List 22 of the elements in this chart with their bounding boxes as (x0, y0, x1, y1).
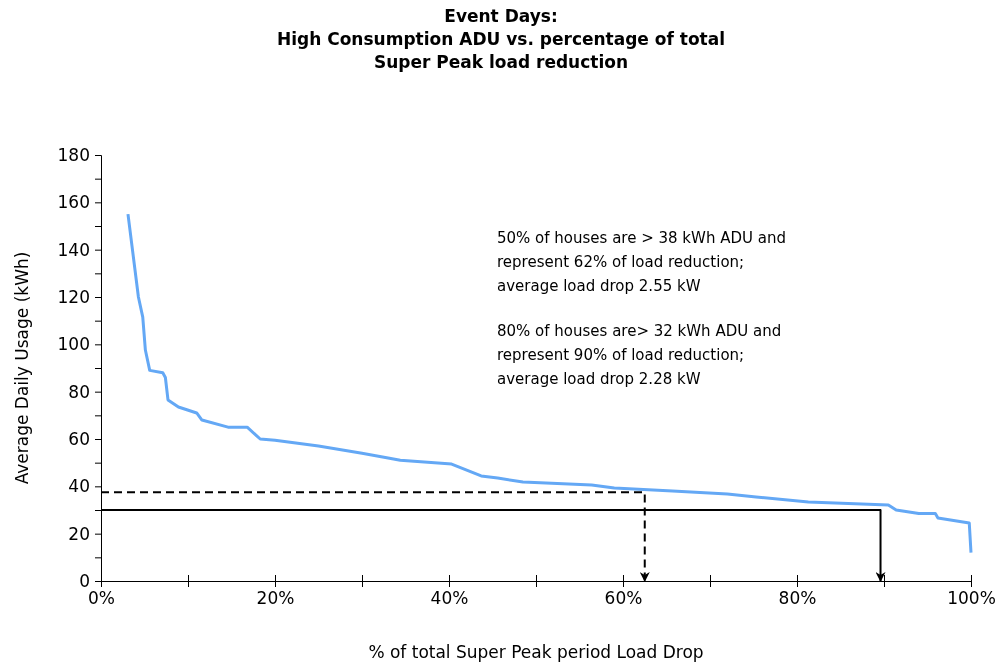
y-axis-title: Average Daily Usage (kWh) (12, 251, 32, 485)
x-tick-label: 0% (88, 588, 115, 608)
y-tick-label: 120 (57, 286, 90, 307)
x-tick-label: 40% (430, 588, 469, 608)
y-tick-label: 0 (79, 570, 90, 591)
x-tick-label: 60% (604, 588, 643, 608)
y-tick-label: 100 (57, 334, 90, 355)
x-tick-label: 20% (256, 588, 295, 608)
y-tick-label: 140 (57, 239, 90, 260)
y-tick-label: 160 (57, 192, 90, 213)
x-tick-label: 100% (947, 588, 996, 608)
y-tick-label: 80 (68, 381, 90, 402)
y-tick-label: 40 (68, 476, 90, 497)
y-tick-label: 20 (68, 523, 90, 544)
y-tick-label: 60 (68, 428, 90, 449)
annotation: 50% of houses are > 38 kWh ADU and represent 62% of load reduction; average load drop 2.55 kW (497, 229, 786, 295)
line-series (126, 212, 973, 555)
x-tick-label: 80% (778, 588, 817, 608)
x-axis-title: % of total Super Peak period Load Drop (368, 642, 704, 662)
chart-title: Event Days: High Consumption ADU vs. percentage of total Super Peak load reduction (276, 6, 726, 72)
annotation: 80% of houses are> 32 kWh ADU and represent 90% of load reduction; average load drop 2.28 kW (497, 322, 782, 388)
y-tick-label: 180 (57, 144, 90, 165)
